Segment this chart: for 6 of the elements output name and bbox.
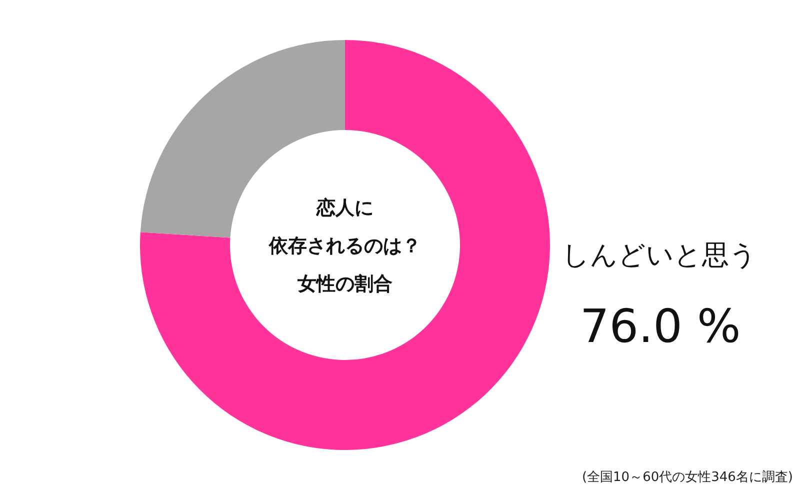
- text: (全国10～60代の女性346名に調査): [582, 470, 793, 485]
- slice-label: しんどいと思う: [562, 240, 757, 271]
- data-label: 76.0 %: [580, 299, 741, 353]
- text: 恋人に依存されるのは？: [268, 197, 421, 257]
- text: 女性の割合: [296, 273, 392, 295]
- donut-slice: [140, 40, 550, 450]
